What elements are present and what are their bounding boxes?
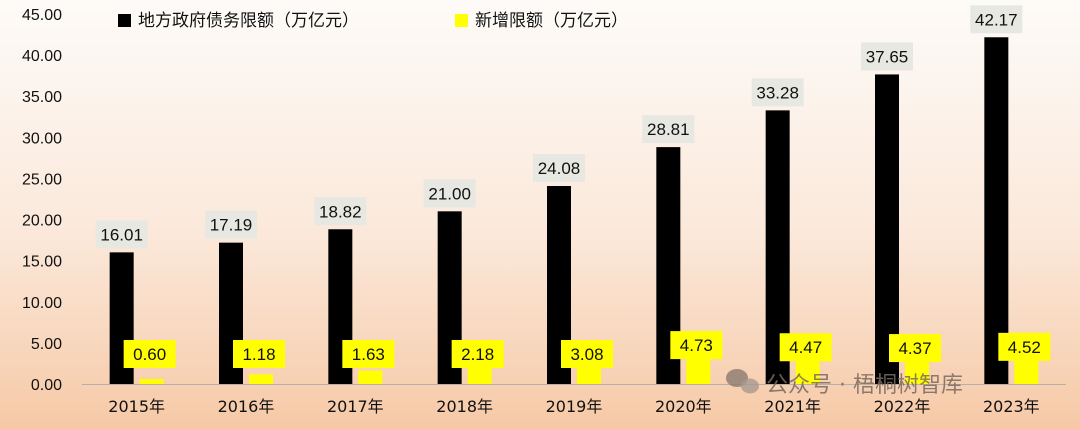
data-label-bg [861, 42, 913, 71]
data-label-bg [205, 210, 257, 239]
data-label-debt-limit: 16.01 [100, 225, 143, 244]
y-tick-label: 15.00 [22, 254, 62, 271]
y-tick-label: 0.00 [31, 377, 62, 394]
data-label-bg [889, 334, 941, 363]
data-label-new-limit: 4.37 [898, 339, 931, 358]
x-tick-label: 2020年 [655, 397, 712, 416]
data-label-debt-limit: 18.82 [319, 202, 362, 221]
data-label-debt-limit: 21.00 [428, 184, 471, 203]
data-label-new-limit: 2.18 [461, 345, 494, 364]
y-tick-label: 5.00 [31, 336, 62, 353]
y-tick-label: 35.00 [22, 89, 62, 106]
data-label-new-limit: 1.18 [242, 345, 275, 364]
legend-swatch-debt-limit [118, 14, 131, 27]
y-tick-label: 25.00 [22, 171, 62, 188]
data-label-debt-limit: 42.17 [975, 10, 1018, 29]
data-label-debt-limit: 33.28 [756, 83, 799, 102]
data-label-bg [233, 340, 285, 368]
legend: 地方政府债务限额（万亿元） 新增限额（万亿元） [118, 11, 628, 31]
data-label-bg [314, 197, 367, 226]
y-tick-label: 20.00 [22, 213, 62, 230]
data-label-bg [970, 5, 1023, 34]
data-label-bg [779, 333, 832, 362]
x-tick-label: 2021年 [764, 397, 821, 416]
data-label-new-limit: 3.08 [570, 345, 603, 364]
watermark: 公众号 · 梧桐树智库 [726, 369, 963, 398]
data-label-bg [670, 331, 723, 360]
x-tick-label: 2017年 [327, 397, 384, 416]
data-label-bg [561, 340, 613, 368]
x-tick-label: 2019年 [546, 397, 603, 416]
x-tick-label: 2016年 [218, 397, 275, 416]
wechat-icon [726, 369, 759, 394]
bars: 16.01 0.60 17.19 1.18 18.82 1.63 21.00 2.18 24.0… [95, 5, 1051, 384]
data-label-new-limit: 4.47 [789, 338, 822, 357]
y-axis: 0.00 5.00 10.00 15.00 20.00 25.00 30.00 35.00 40… [22, 7, 62, 394]
data-label-debt-limit: 37.65 [866, 47, 909, 66]
bar-new-limit [467, 366, 492, 384]
bar-new-limit [139, 379, 164, 384]
data-label-bg [423, 179, 476, 208]
data-label-new-limit: 1.63 [352, 345, 385, 364]
y-tick-label: 10.00 [22, 295, 62, 312]
data-label-bg [95, 220, 148, 249]
y-tick-label: 40.00 [22, 48, 62, 65]
legend-swatch-new-limit [455, 14, 468, 27]
bar-debt-limit [875, 74, 899, 384]
x-tick-label: 2015年 [108, 397, 165, 416]
data-label-bg [751, 78, 804, 107]
bar-new-limit [249, 374, 273, 384]
y-tick-label: 45.00 [22, 7, 62, 24]
x-axis: 2015年 2016年 2017年 2018年 2019年 2020年 2021年 2022年… [82, 384, 1066, 416]
legend-label-debt-limit: 地方政府债务限额（万亿元） [138, 11, 359, 31]
legend-label-new-limit: 新增限额（万亿元） [475, 11, 628, 31]
bar-debt-limit [984, 37, 1009, 384]
data-label-bg [998, 332, 1051, 361]
data-label-new-limit: 4.73 [680, 336, 713, 355]
data-label-bg [642, 115, 695, 144]
data-label-debt-limit: 17.19 [210, 216, 253, 235]
data-label-new-limit: 4.52 [1008, 338, 1041, 357]
data-label-bg [451, 340, 504, 368]
data-label-debt-limit: 28.81 [647, 120, 690, 139]
bar-new-limit [358, 370, 383, 384]
y-tick-label: 30.00 [22, 130, 62, 147]
data-label-debt-limit: 24.08 [538, 159, 581, 178]
watermark-text: 公众号 · 梧桐树智库 [766, 373, 963, 398]
data-label-bg [342, 340, 395, 368]
data-label-bg [123, 340, 176, 368]
data-label-new-limit: 0.60 [133, 345, 166, 364]
data-label-bg [533, 154, 585, 183]
x-tick-label: 2023年 [983, 397, 1040, 416]
x-tick-label: 2018年 [436, 397, 493, 416]
x-tick-label: 2022年 [874, 397, 931, 416]
